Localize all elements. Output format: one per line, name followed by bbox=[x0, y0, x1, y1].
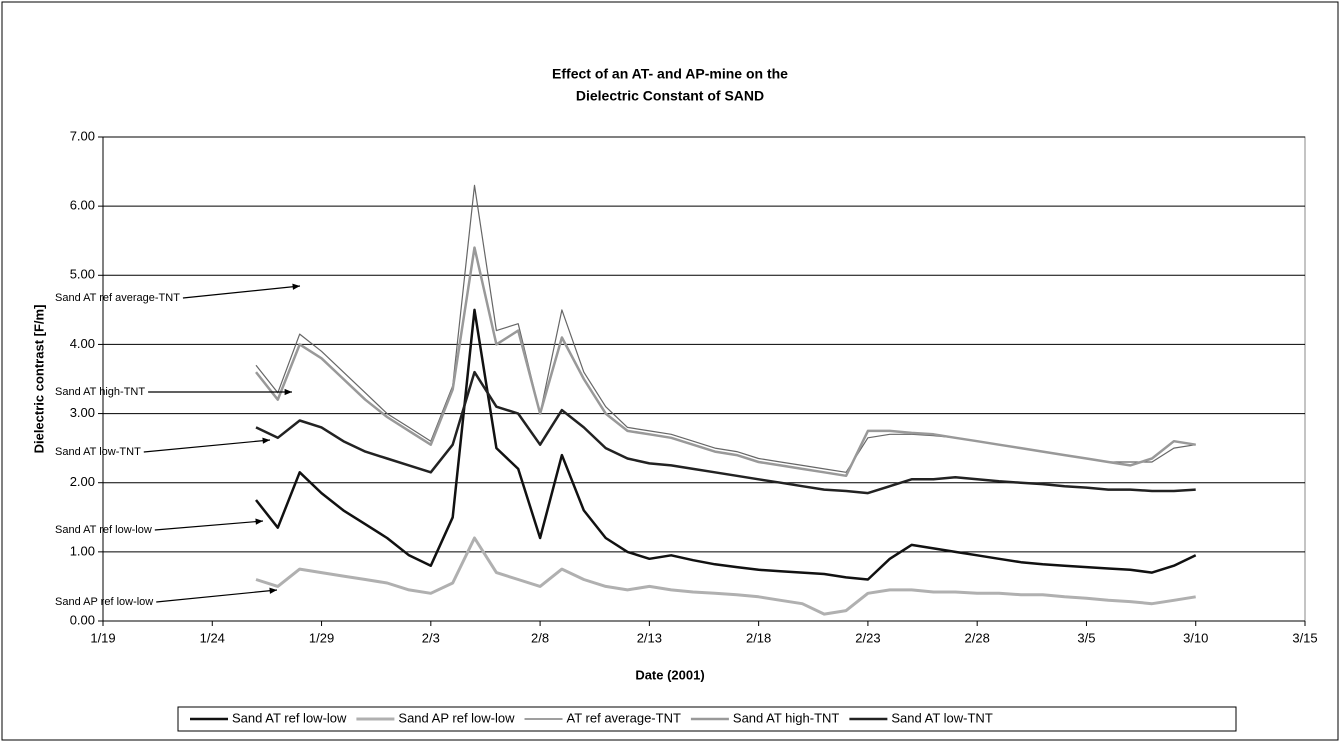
y-tick-label: 2.00 bbox=[70, 474, 95, 489]
x-tick-label: 3/10 bbox=[1183, 630, 1208, 645]
annotation: Sand AT ref average-TNT bbox=[55, 292, 180, 304]
x-tick-label: 3/5 bbox=[1077, 630, 1095, 645]
x-tick-label: 2/3 bbox=[422, 630, 440, 645]
y-tick-label: 3.00 bbox=[70, 405, 95, 420]
series-line bbox=[255, 536, 1196, 616]
legend-label: Sand AT low-TNT bbox=[891, 710, 992, 725]
annotation-arrow bbox=[143, 439, 271, 453]
arrow-head bbox=[255, 518, 263, 525]
arrow-head bbox=[269, 587, 277, 594]
legend-label: Sand AP ref low-low bbox=[398, 710, 515, 725]
chart-title: Effect of an AT- and AP-mine on the bbox=[552, 66, 788, 82]
y-tick-label: 0.00 bbox=[70, 612, 95, 627]
y-tick-label: 7.00 bbox=[70, 128, 95, 143]
x-tick-label: 2/23 bbox=[855, 630, 880, 645]
annotation: Sand AT low-TNT bbox=[55, 446, 141, 458]
series-line bbox=[255, 246, 1196, 478]
annotation-arrow bbox=[154, 520, 264, 531]
legend-label: AT ref average-TNT bbox=[567, 710, 681, 725]
annotation: Sand AT high-TNT bbox=[55, 386, 145, 398]
x-tick-label: 2/28 bbox=[965, 630, 990, 645]
y-axis-label: Dielectric contrast [F/m] bbox=[31, 305, 46, 454]
x-axis-label: Date (2001) bbox=[635, 667, 704, 682]
x-tick-label: 1/29 bbox=[309, 630, 334, 645]
x-tick-label: 1/19 bbox=[90, 630, 115, 645]
x-tick-label: 3/15 bbox=[1292, 630, 1317, 645]
legend-label: Sand AT ref low-low bbox=[232, 710, 347, 725]
arrow-head bbox=[262, 437, 270, 444]
annotation-arrow bbox=[182, 285, 301, 299]
x-tick-label: 1/24 bbox=[200, 630, 225, 645]
arrow-head bbox=[292, 283, 300, 290]
chart-title: Dielectric Constant of SAND bbox=[576, 88, 764, 104]
x-tick-label: 2/8 bbox=[531, 630, 549, 645]
y-tick-label: 5.00 bbox=[70, 267, 95, 282]
arrow-head bbox=[284, 388, 292, 396]
annotation: Sand AP ref low-low bbox=[55, 596, 153, 608]
annotation: Sand AT ref low-low bbox=[55, 524, 152, 536]
legend-label: Sand AT high-TNT bbox=[733, 710, 840, 725]
x-tick-label: 2/13 bbox=[637, 630, 662, 645]
series-line bbox=[255, 370, 1196, 495]
series-line bbox=[255, 308, 1197, 581]
plot-area bbox=[102, 136, 1306, 622]
y-tick-label: 4.00 bbox=[70, 336, 95, 351]
y-tick-label: 6.00 bbox=[70, 198, 95, 213]
annotation-arrow bbox=[156, 589, 278, 603]
y-tick-label: 1.00 bbox=[70, 543, 95, 558]
x-tick-label: 2/18 bbox=[746, 630, 771, 645]
